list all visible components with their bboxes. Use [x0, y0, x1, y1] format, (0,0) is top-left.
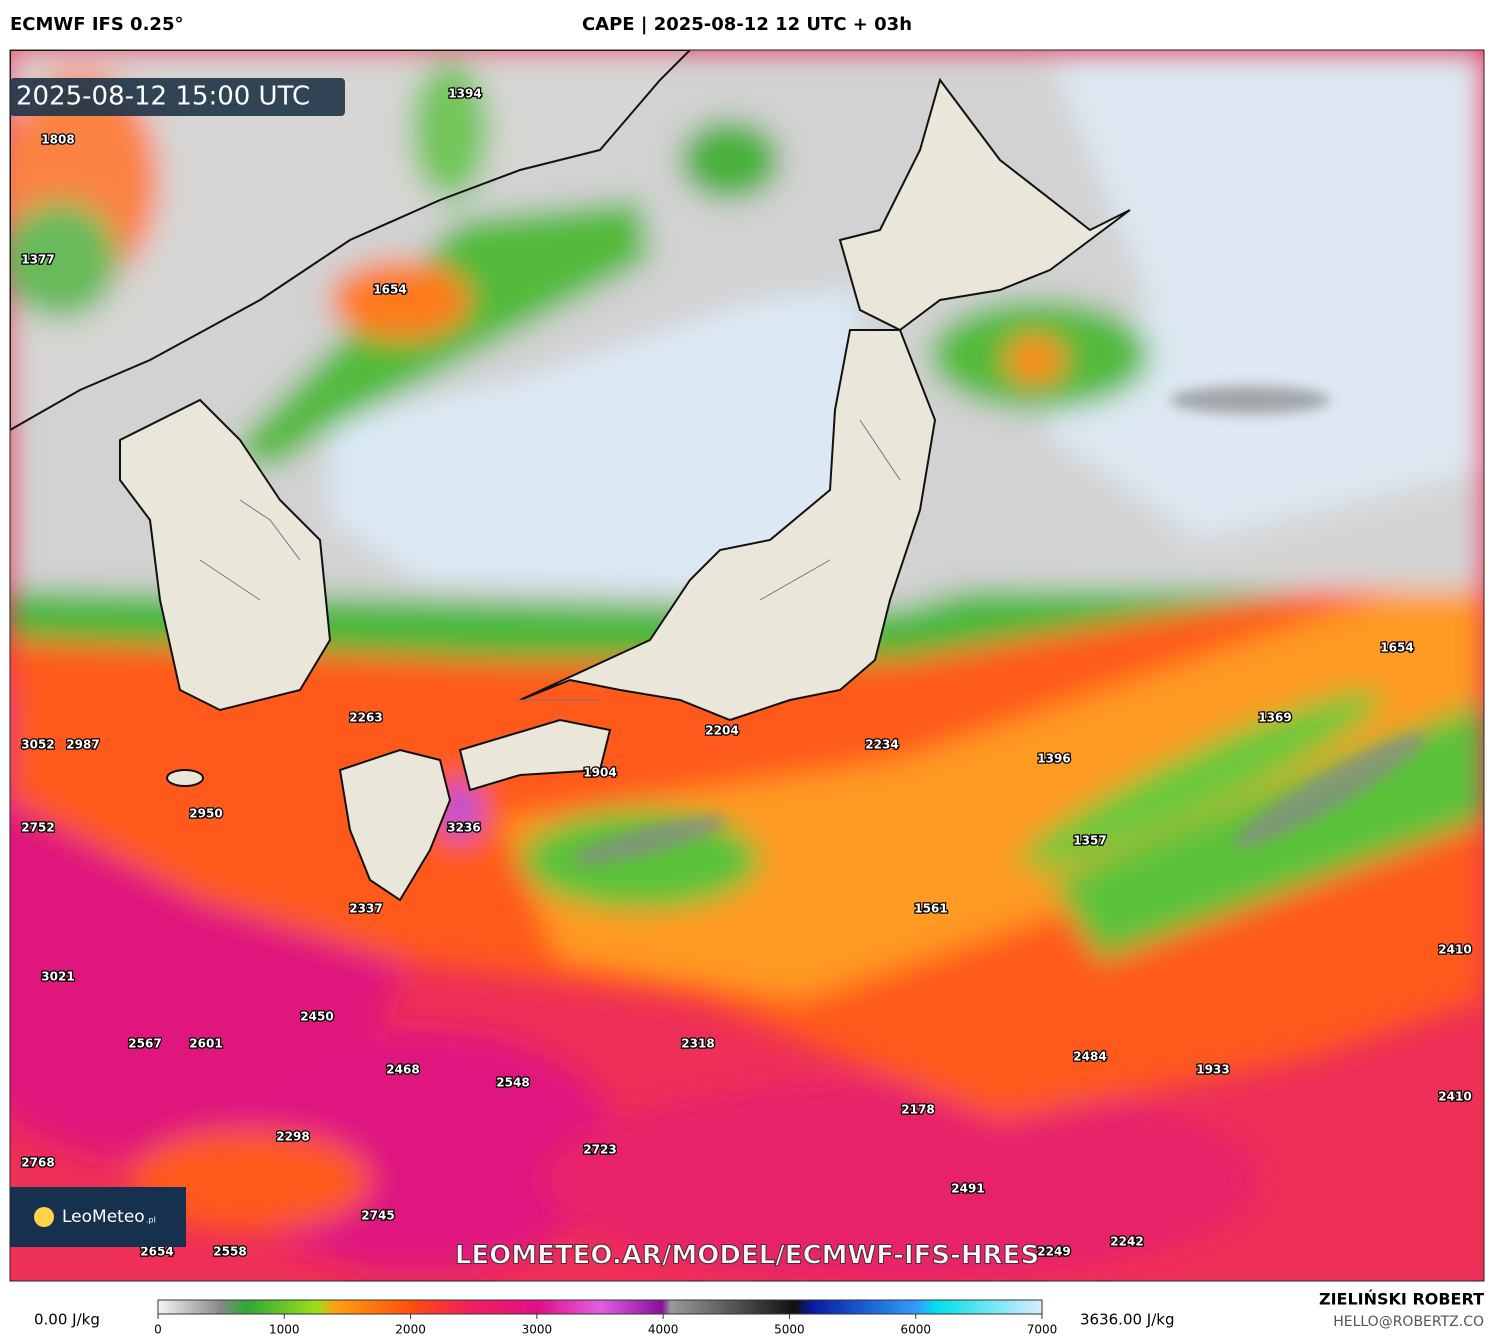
point-value: 2745	[361, 1209, 394, 1223]
point-value: 1904	[583, 766, 616, 780]
colorbar-tick-label: 7000	[1027, 1323, 1058, 1337]
time-box	[10, 78, 345, 116]
point-value: 1808	[41, 133, 74, 147]
point-value: 2249	[1037, 1245, 1070, 1259]
korea	[119, 398, 332, 712]
point-value: 2234	[865, 738, 898, 752]
point-value: 3021	[41, 970, 74, 984]
point-value: 2548	[496, 1076, 529, 1090]
colorbar-tick-label: 6000	[900, 1323, 931, 1337]
point-value: 3052	[21, 738, 54, 752]
point-value: 1561	[914, 902, 947, 916]
colorbar-tick-label: 4000	[648, 1323, 679, 1337]
colorbar-tick-label: 2000	[395, 1323, 426, 1337]
logo-sun	[34, 1207, 54, 1227]
watermark: LEOMETEO.AR/MODEL/ECMWF-IFS-HRES	[455, 1241, 1039, 1271]
point-value: 2558	[213, 1245, 246, 1259]
japan-hokkaido	[838, 77, 1131, 332]
point-value: 2654	[140, 1245, 173, 1259]
point-value: 2410	[1438, 943, 1471, 957]
point-value: 2768	[21, 1156, 54, 1170]
point-value: 2298	[276, 1130, 309, 1144]
colorbar-tick-label: 0	[154, 1323, 162, 1337]
point-value: 2242	[1110, 1235, 1143, 1249]
point-value: 2601	[189, 1037, 222, 1051]
colorbar-max: 3636.00 J/kg	[1080, 1311, 1174, 1329]
colorbar-tick-label: 5000	[774, 1323, 805, 1337]
colorbar-tick-label: 3000	[522, 1323, 553, 1337]
point-value: 1377	[21, 253, 54, 267]
point-value: 1369	[1258, 711, 1291, 725]
model-label: ECMWF IFS 0.25°	[10, 14, 183, 35]
point-value: 2468	[386, 1063, 419, 1077]
contact: HELLO@ROBERTZ.CO	[1333, 1314, 1484, 1330]
colorbar-ticks: 0 1000 2000 3000 4000 5000 6000 7000	[154, 1314, 1057, 1337]
logo-name: LeoMeteo	[62, 1207, 145, 1227]
point-value: 2723	[583, 1143, 616, 1157]
point-value: 2178	[901, 1103, 934, 1117]
point-value: 1654	[373, 283, 406, 297]
point-value: 2567	[128, 1037, 161, 1051]
point-value: 1394	[448, 87, 481, 101]
point-value: 2752	[21, 821, 54, 835]
logo-suffix: .pl	[146, 1216, 156, 1225]
colorbar	[157, 1299, 1043, 1315]
japan-shikoku	[458, 718, 612, 792]
point-value: 2204	[705, 724, 738, 738]
point-value: 3236	[447, 821, 480, 835]
jeju-island	[166, 769, 204, 787]
point-value: 2491	[951, 1182, 984, 1196]
point-value: 1396	[1037, 752, 1070, 766]
point-value: 2410	[1438, 1090, 1471, 1104]
map-frame	[9, 49, 1485, 1282]
point-value: 1933	[1196, 1063, 1229, 1077]
point-labels: 1808 1394 1377 1654 1654 1369 2263 2204 2234 1396…	[20, 85, 1473, 1260]
point-value: 1357	[1073, 834, 1106, 848]
japan-kyushu	[338, 748, 452, 902]
point-value: 2950	[189, 807, 222, 821]
colorbar-min: 0.00 J/kg	[34, 1311, 100, 1329]
point-value: 2318	[681, 1037, 714, 1051]
point-value: 1654	[1380, 641, 1413, 655]
point-value: 2484	[1073, 1050, 1106, 1064]
map-title: CAPE | 2025-08-12 12 UTC + 03h	[582, 14, 912, 35]
japan-honshu	[519, 329, 937, 722]
point-value: 2987	[66, 738, 99, 752]
asia-mainland	[10, 50, 692, 432]
colorbar-tick-label: 1000	[269, 1323, 300, 1337]
point-value: 2450	[300, 1010, 333, 1024]
point-value: 2263	[349, 711, 382, 725]
admin-border	[199, 419, 901, 701]
valid-time: 2025-08-12 15:00 UTC	[16, 82, 310, 112]
point-value: 2337	[349, 902, 382, 916]
map: 1808 1394 1377 1654 1654 1369 2263 2204 2234 1396…	[10, 50, 1484, 1281]
author: ZIELIŃSKI ROBERT	[1319, 1290, 1484, 1309]
